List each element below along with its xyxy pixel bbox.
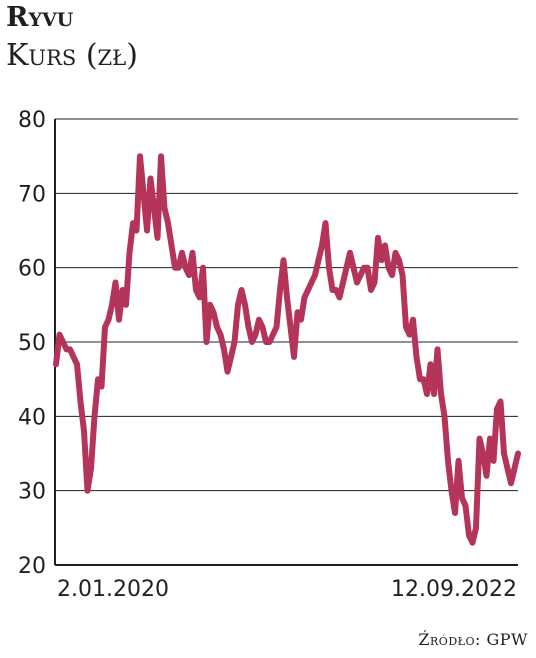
chart-title: Ryvu: [6, 2, 74, 33]
chart-subtitle: Kurs (zł): [6, 38, 138, 73]
y-tick-label: 80: [18, 108, 46, 133]
y-tick-label: 30: [18, 480, 46, 505]
y-tick-label: 50: [18, 331, 46, 356]
y-tick-label: 20: [18, 554, 46, 579]
source-note: Źródło: GPW: [418, 630, 528, 649]
y-tick-label: 40: [18, 405, 46, 430]
line-chart: 20 30 40 50 60 70 80 2.01.2020 12.09.2022: [18, 108, 521, 602]
x-tick-label-end: 12.09.2022: [391, 577, 517, 602]
y-tick-label: 70: [18, 182, 46, 207]
x-tick-label-start: 2.01.2020: [57, 577, 169, 602]
price-series-line: [53, 153, 521, 546]
y-tick-label: 60: [18, 257, 46, 282]
